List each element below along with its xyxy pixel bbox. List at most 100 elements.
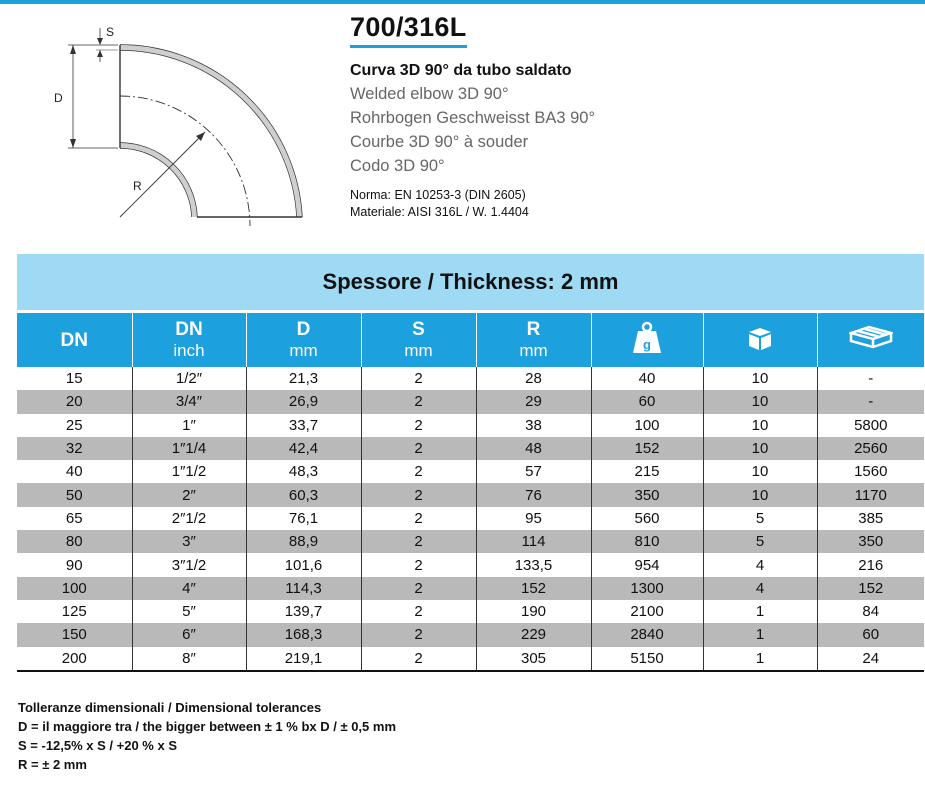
cell-dn: 65 bbox=[17, 506, 133, 531]
tolerance-r: R = ± 2 mm bbox=[18, 757, 87, 772]
cell-d-mm: 114,3 bbox=[245, 576, 362, 600]
cell-s-mm: 2 bbox=[360, 646, 477, 672]
cell-weight-g: 2100 bbox=[590, 599, 704, 624]
cell-r-mm: 190 bbox=[475, 599, 592, 624]
cell-r-mm: 48 bbox=[475, 436, 592, 461]
cell-dn-inch: 4″ bbox=[131, 576, 247, 600]
table-row: 80 3″ 88,9 2 114 810 5 350 bbox=[17, 530, 924, 554]
table-header-row: DN DN inch D mm S mm R mm g bbox=[17, 313, 924, 367]
cell-dn: 32 bbox=[17, 436, 133, 461]
label-s: S bbox=[106, 25, 114, 39]
cell-d-mm: 21,3 bbox=[245, 367, 362, 391]
cell-r-mm: 133,5 bbox=[475, 553, 592, 577]
norma-text: Norma: EN 10253-3 (DIN 2605) bbox=[350, 188, 526, 202]
cell-r-mm: 95 bbox=[475, 506, 592, 531]
cell-pcs-pallet: - bbox=[816, 367, 924, 391]
cell-d-mm: 219,1 bbox=[245, 646, 362, 672]
cell-r-mm: 114 bbox=[475, 530, 592, 554]
materiale-text: Materiale: AISI 316L / W. 1.4404 bbox=[350, 205, 529, 219]
cell-r-mm: 152 bbox=[475, 576, 592, 600]
header-s: S mm bbox=[360, 313, 477, 367]
cell-pcs-pallet: 385 bbox=[816, 506, 924, 531]
cell-dn-inch: 2″ bbox=[131, 483, 247, 507]
cell-r-mm: 229 bbox=[475, 623, 592, 647]
cell-d-mm: 48,3 bbox=[245, 460, 362, 484]
weight-g-icon: g bbox=[633, 321, 661, 353]
cell-dn: 125 bbox=[17, 599, 133, 624]
cell-s-mm: 2 bbox=[360, 599, 477, 624]
cell-weight-g: 560 bbox=[590, 506, 704, 531]
table-row: 20 3/4″ 26,9 2 29 60 10- bbox=[17, 390, 924, 414]
cell-pcs-pallet: 2560 bbox=[816, 436, 924, 461]
cell-d-mm: 33,7 bbox=[245, 413, 362, 437]
cell-d-mm: 60,3 bbox=[245, 483, 362, 507]
cell-s-mm: 2 bbox=[360, 460, 477, 484]
header-weight: g bbox=[590, 313, 704, 367]
cell-dn-inch: 8″ bbox=[131, 646, 247, 672]
cell-pcs-pallet: 152 bbox=[816, 576, 924, 600]
cell-weight-g: 100 bbox=[590, 413, 704, 437]
title-french: Courbe 3D 90° à souder bbox=[350, 133, 529, 151]
box-icon bbox=[749, 327, 771, 350]
table-row: 125 5″ 139,7 2 190 2100 1 84 bbox=[17, 599, 924, 624]
cell-d-mm: 139,7 bbox=[245, 599, 362, 624]
cell-pcs-pallet: 60 bbox=[816, 623, 924, 647]
cell-d-mm: 26,9 bbox=[245, 390, 362, 414]
cell-dn-inch: 1″1/4 bbox=[131, 436, 247, 461]
cell-weight-g: 954 bbox=[590, 553, 704, 577]
cell-s-mm: 2 bbox=[360, 413, 477, 437]
cell-pcs-box: 1 bbox=[702, 646, 818, 672]
cell-dn-inch: 3″ bbox=[131, 530, 247, 554]
cell-dn: 90 bbox=[17, 553, 133, 577]
table-row: 40 1″1/2 48,3 2 57 215 10 1560 bbox=[17, 460, 924, 484]
cell-dn: 15 bbox=[17, 367, 133, 391]
cell-pcs-pallet: 84 bbox=[816, 599, 924, 624]
title-italian: Curva 3D 90° da tubo saldato bbox=[350, 62, 572, 79]
cell-pcs-box: 4 bbox=[702, 553, 818, 577]
label-d: D bbox=[54, 91, 63, 105]
cell-weight-g: 40 bbox=[590, 367, 704, 391]
cell-s-mm: 2 bbox=[360, 623, 477, 647]
table-row: 90 3″1/2 101,6 2 133,5 954 4 216 bbox=[17, 553, 924, 577]
cell-pcs-box: 5 bbox=[702, 530, 818, 554]
cell-pcs-box: 10 bbox=[702, 483, 818, 507]
cell-dn: 50 bbox=[17, 483, 133, 507]
cell-weight-g: 5150 bbox=[590, 646, 704, 672]
cell-dn: 25 bbox=[17, 413, 133, 437]
top-accent-line bbox=[0, 0, 925, 4]
title-german: Rohrbogen Geschweisst BA3 90° bbox=[350, 109, 596, 127]
cell-d-mm: 88,9 bbox=[245, 530, 362, 554]
cell-pcs-box: 10 bbox=[702, 436, 818, 461]
cell-pcs-box: 10 bbox=[702, 390, 818, 414]
table-row: 15 1/2″ 21,3 2 28 40 10- bbox=[17, 367, 924, 391]
cell-pcs-box: 5 bbox=[702, 506, 818, 531]
cell-r-mm: 76 bbox=[475, 483, 592, 507]
cell-d-mm: 101,6 bbox=[245, 553, 362, 577]
cell-s-mm: 2 bbox=[360, 553, 477, 577]
cell-pcs-pallet: - bbox=[816, 390, 924, 414]
cell-r-mm: 29 bbox=[475, 390, 592, 414]
cell-d-mm: 168,3 bbox=[245, 623, 362, 647]
cell-pcs-box: 10 bbox=[702, 367, 818, 391]
cell-pcs-pallet: 1560 bbox=[816, 460, 924, 484]
label-r: R bbox=[133, 179, 142, 193]
cell-dn-inch: 3″1/2 bbox=[131, 553, 247, 577]
header-dn-inch: DN inch bbox=[131, 313, 247, 367]
cell-weight-g: 60 bbox=[590, 390, 704, 414]
cell-dn-inch: 3/4″ bbox=[131, 390, 247, 414]
cell-dn: 100 bbox=[17, 576, 133, 600]
cell-pcs-box: 1 bbox=[702, 599, 818, 624]
cell-dn-inch: 1″ bbox=[131, 413, 247, 437]
header-dn: DN bbox=[17, 313, 133, 367]
cell-s-mm: 2 bbox=[360, 530, 477, 554]
cell-dn-inch: 1/2″ bbox=[131, 367, 247, 391]
header-r: R mm bbox=[475, 313, 592, 367]
cell-r-mm: 305 bbox=[475, 646, 592, 672]
svg-text:g: g bbox=[643, 337, 651, 352]
cell-weight-g: 350 bbox=[590, 483, 704, 507]
cell-r-mm: 57 bbox=[475, 460, 592, 484]
table-row: 200 8″ 219,1 2 305 5150 1 24 bbox=[17, 646, 924, 672]
cell-pcs-pallet: 5800 bbox=[816, 413, 924, 437]
cell-s-mm: 2 bbox=[360, 367, 477, 391]
header-box bbox=[702, 313, 818, 367]
